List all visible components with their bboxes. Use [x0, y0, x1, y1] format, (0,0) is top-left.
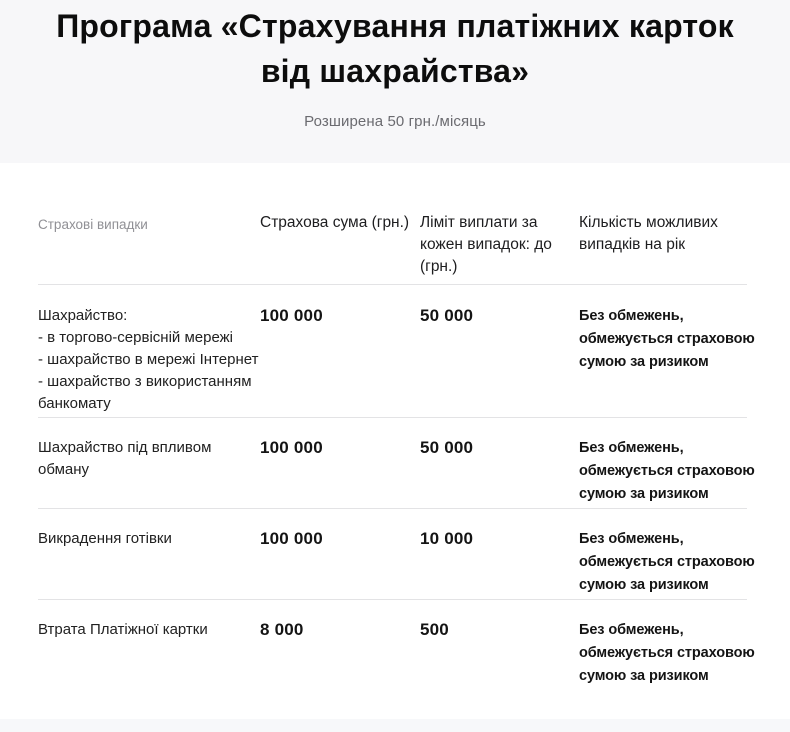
insurance-table: Страхові випадки Страхова сума (грн.) Лі…: [38, 163, 755, 690]
plan-price-subtitle: Розширена 50 грн./місяць: [304, 113, 486, 130]
table-row: Викрадення готівки 100 000 10 000 Без об…: [38, 509, 755, 600]
page-header: Програма «Страхування платіжних карток ві…: [0, 0, 790, 163]
table-header-row: Страхові випадки Страхова сума (грн.) Лі…: [38, 163, 747, 285]
table-row: Шахрайство: - в торгово-сервісній мережі…: [38, 285, 755, 418]
cell-cases-per-year: Без обмежень, обмежується страховою сумо…: [579, 531, 755, 593]
table-row: Втрата Платіжної картки 8 000 500 Без об…: [38, 600, 755, 690]
cell-insured-sum: 100 000: [260, 438, 323, 457]
cell-insurance-case: Шахрайство під впливом обману: [38, 439, 212, 478]
cell-payout-limit: 50 000: [420, 306, 474, 325]
column-header-count: Кількість можливих випадків на рік: [579, 214, 718, 253]
column-header-limit: Ліміт виплати за кожен випадок: до (грн.…: [420, 214, 552, 275]
cell-payout-limit: 10 000: [420, 529, 474, 548]
column-header-cases: Страхові випадки: [38, 217, 148, 232]
page-title-line1: Програма «Страхування платіжних карток: [56, 8, 734, 44]
cell-insurance-case: Викрадення готівки: [38, 530, 172, 547]
cell-payout-limit: 500: [420, 620, 449, 639]
cell-insured-sum: 100 000: [260, 529, 323, 548]
cell-insured-sum: 100 000: [260, 306, 323, 325]
page-title: Програма «Страхування платіжних карток ві…: [0, 0, 790, 94]
cell-payout-limit: 50 000: [420, 438, 474, 457]
cell-cases-per-year: Без обмежень, обмежується страховою сумо…: [579, 440, 755, 502]
cell-insurance-case: Втрата Платіжної картки: [38, 621, 208, 638]
table-row: Шахрайство під впливом обману 100 000 50…: [38, 418, 755, 509]
cell-cases-per-year: Без обмежень, обмежується страховою сумо…: [579, 622, 755, 684]
cell-cases-per-year: Без обмежень, обмежується страховою сумо…: [579, 308, 755, 370]
footer-bar: [0, 719, 790, 732]
cell-insured-sum: 8 000: [260, 620, 304, 639]
page-title-line2: від шахрайства»: [260, 53, 530, 89]
cell-insurance-case: Шахрайство: - в торгово-сервісній мережі…: [38, 307, 259, 412]
column-header-sum: Страхова сума (грн.): [260, 214, 410, 231]
